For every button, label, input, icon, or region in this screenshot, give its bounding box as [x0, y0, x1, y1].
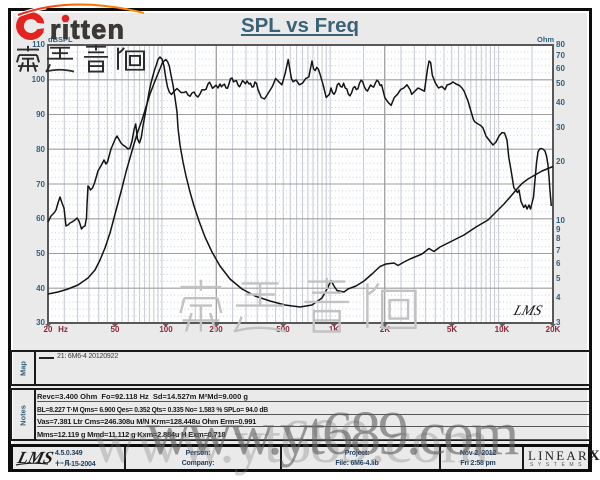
svg-text:ritten: ritten	[50, 15, 125, 45]
